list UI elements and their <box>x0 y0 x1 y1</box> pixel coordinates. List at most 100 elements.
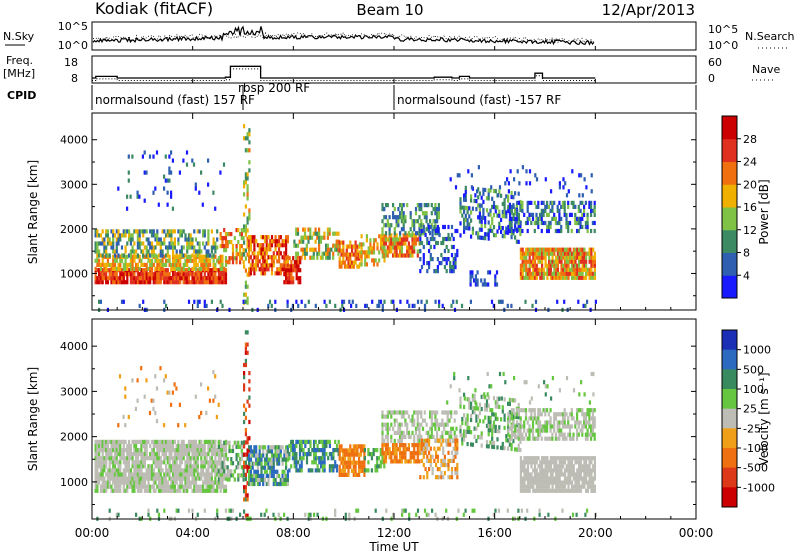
data-cell <box>386 203 389 208</box>
data-cell <box>519 408 522 413</box>
data-cell <box>539 212 542 217</box>
data-cell <box>159 443 162 449</box>
data-cell <box>539 247 542 252</box>
data-cell <box>470 194 473 199</box>
data-cell <box>492 444 496 450</box>
data-cell <box>523 464 526 469</box>
data-cell <box>172 464 175 469</box>
data-cell <box>420 299 423 304</box>
data-cell <box>113 452 117 457</box>
data-cell <box>450 224 454 230</box>
data-cell <box>381 237 384 242</box>
data-cell <box>122 233 125 238</box>
data-cell <box>135 280 138 285</box>
data-cell <box>108 456 111 461</box>
data-cell <box>187 464 191 469</box>
data-cell <box>163 280 166 285</box>
data-cell <box>240 256 243 261</box>
data-cell <box>498 396 501 401</box>
data-cell <box>298 456 302 461</box>
data-cell <box>246 188 249 193</box>
data-cell <box>371 246 374 251</box>
data-cell <box>325 243 328 248</box>
data-cell <box>482 199 485 204</box>
freq-label: Freq. <box>6 54 33 67</box>
data-cell <box>214 460 217 465</box>
data-cell <box>248 457 251 462</box>
data-cell <box>485 423 489 428</box>
data-cell <box>450 265 454 270</box>
data-cell <box>237 473 240 478</box>
data-cell <box>161 241 164 246</box>
data-cell <box>124 280 127 285</box>
data-cell <box>338 468 341 473</box>
data-cell <box>278 235 281 240</box>
data-cell <box>99 272 102 277</box>
data-cell <box>180 249 183 254</box>
data-cell <box>96 472 99 477</box>
data-cell <box>345 472 348 477</box>
data-cell <box>217 477 220 482</box>
data-cell <box>393 245 396 250</box>
data-cell <box>352 464 355 469</box>
data-cell <box>263 255 267 260</box>
data-cell <box>150 253 154 258</box>
data-cell <box>517 443 520 448</box>
data-cell <box>262 251 265 256</box>
data-cell <box>556 259 559 264</box>
data-cell <box>588 255 591 260</box>
data-cell <box>249 481 252 487</box>
data-cell <box>495 282 499 287</box>
data-cell <box>514 412 517 417</box>
data-cell <box>242 236 245 241</box>
data-cell <box>365 262 368 267</box>
data-cell <box>420 434 423 439</box>
data-cell <box>246 513 249 518</box>
data-cell <box>517 223 520 228</box>
data-cell <box>456 253 459 258</box>
data-cell <box>226 465 229 470</box>
data-cell <box>154 258 157 263</box>
data-cell <box>182 229 185 234</box>
data-cell <box>145 468 148 473</box>
data-cell <box>441 422 444 427</box>
data-cell <box>482 419 485 424</box>
data-cell <box>228 232 231 237</box>
data-cell <box>300 247 303 252</box>
data-cell <box>94 272 97 277</box>
data-cell <box>297 460 300 465</box>
data-cell <box>98 299 101 304</box>
data-cell <box>265 239 268 244</box>
data-cell <box>128 480 131 485</box>
data-cell <box>434 219 437 224</box>
data-cell <box>516 408 519 413</box>
data-cell <box>521 200 524 205</box>
data-cell <box>416 253 419 258</box>
data-cell <box>172 245 175 250</box>
data-cell <box>165 480 168 485</box>
data-cell <box>588 432 591 437</box>
data-cell <box>498 404 501 409</box>
data-cell <box>435 228 438 234</box>
data-cell <box>432 207 435 212</box>
data-cell <box>454 446 457 451</box>
data-cell <box>356 460 359 465</box>
data-cell <box>433 458 436 463</box>
data-cell <box>133 439 136 444</box>
data-cell <box>200 484 203 489</box>
data-cell <box>510 408 513 413</box>
data-cell <box>101 268 104 273</box>
data-cell <box>113 484 117 489</box>
data-cell <box>567 255 570 260</box>
data-cell <box>124 480 127 485</box>
data-cell <box>370 456 373 461</box>
data-cell <box>105 280 108 285</box>
data-cell <box>196 464 199 469</box>
data-cell <box>352 452 355 457</box>
data-cell <box>533 416 536 421</box>
data-cell <box>413 237 416 242</box>
data-cell <box>584 412 587 417</box>
data-cell <box>568 412 572 417</box>
data-cell <box>156 464 159 469</box>
data-cell <box>517 402 520 408</box>
